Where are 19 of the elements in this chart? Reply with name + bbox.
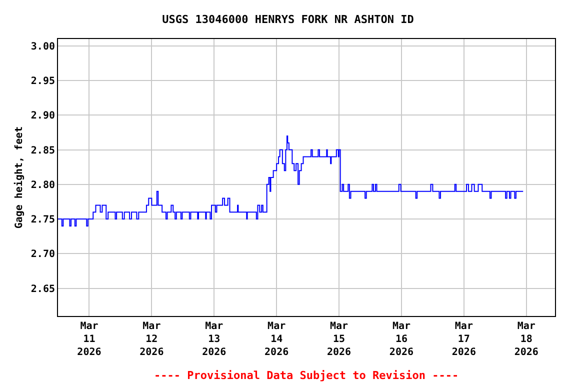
y-axis-title: Gage height, feet <box>12 126 25 229</box>
x-tick-label: Mar 17 2026 <box>452 321 476 358</box>
x-tick-label: Mar 18 2026 <box>514 321 538 358</box>
x-tick-label: Mar 14 2026 <box>264 321 289 358</box>
chart-title: USGS 13046000 HENRYS FORK NR ASHTON ID <box>162 13 414 26</box>
y-tick-label: 3.00 <box>30 41 55 52</box>
y-tick-label: 2.95 <box>30 76 55 88</box>
y-tick-label: 2.70 <box>30 249 55 260</box>
text: ---- Provisional Data Subject to Revision ---- <box>154 369 459 382</box>
x-tick-label: Mar 15 2026 <box>326 321 352 358</box>
y-tick-label: 2.75 <box>30 214 55 226</box>
y-tick-label: 2.80 <box>30 180 55 191</box>
y-tick-label: 2.65 <box>30 284 55 295</box>
y-tick-label: 2.90 <box>30 110 55 122</box>
x-tick-label: Mar 12 2026 <box>140 321 164 358</box>
x-tick-label: Mar 11 2026 <box>77 321 102 358</box>
x-tick-label: Mar 16 2026 <box>389 321 414 358</box>
x-tick-label: Mar 13 2026 <box>202 321 226 358</box>
y-tick-label: 2.85 <box>30 145 55 156</box>
